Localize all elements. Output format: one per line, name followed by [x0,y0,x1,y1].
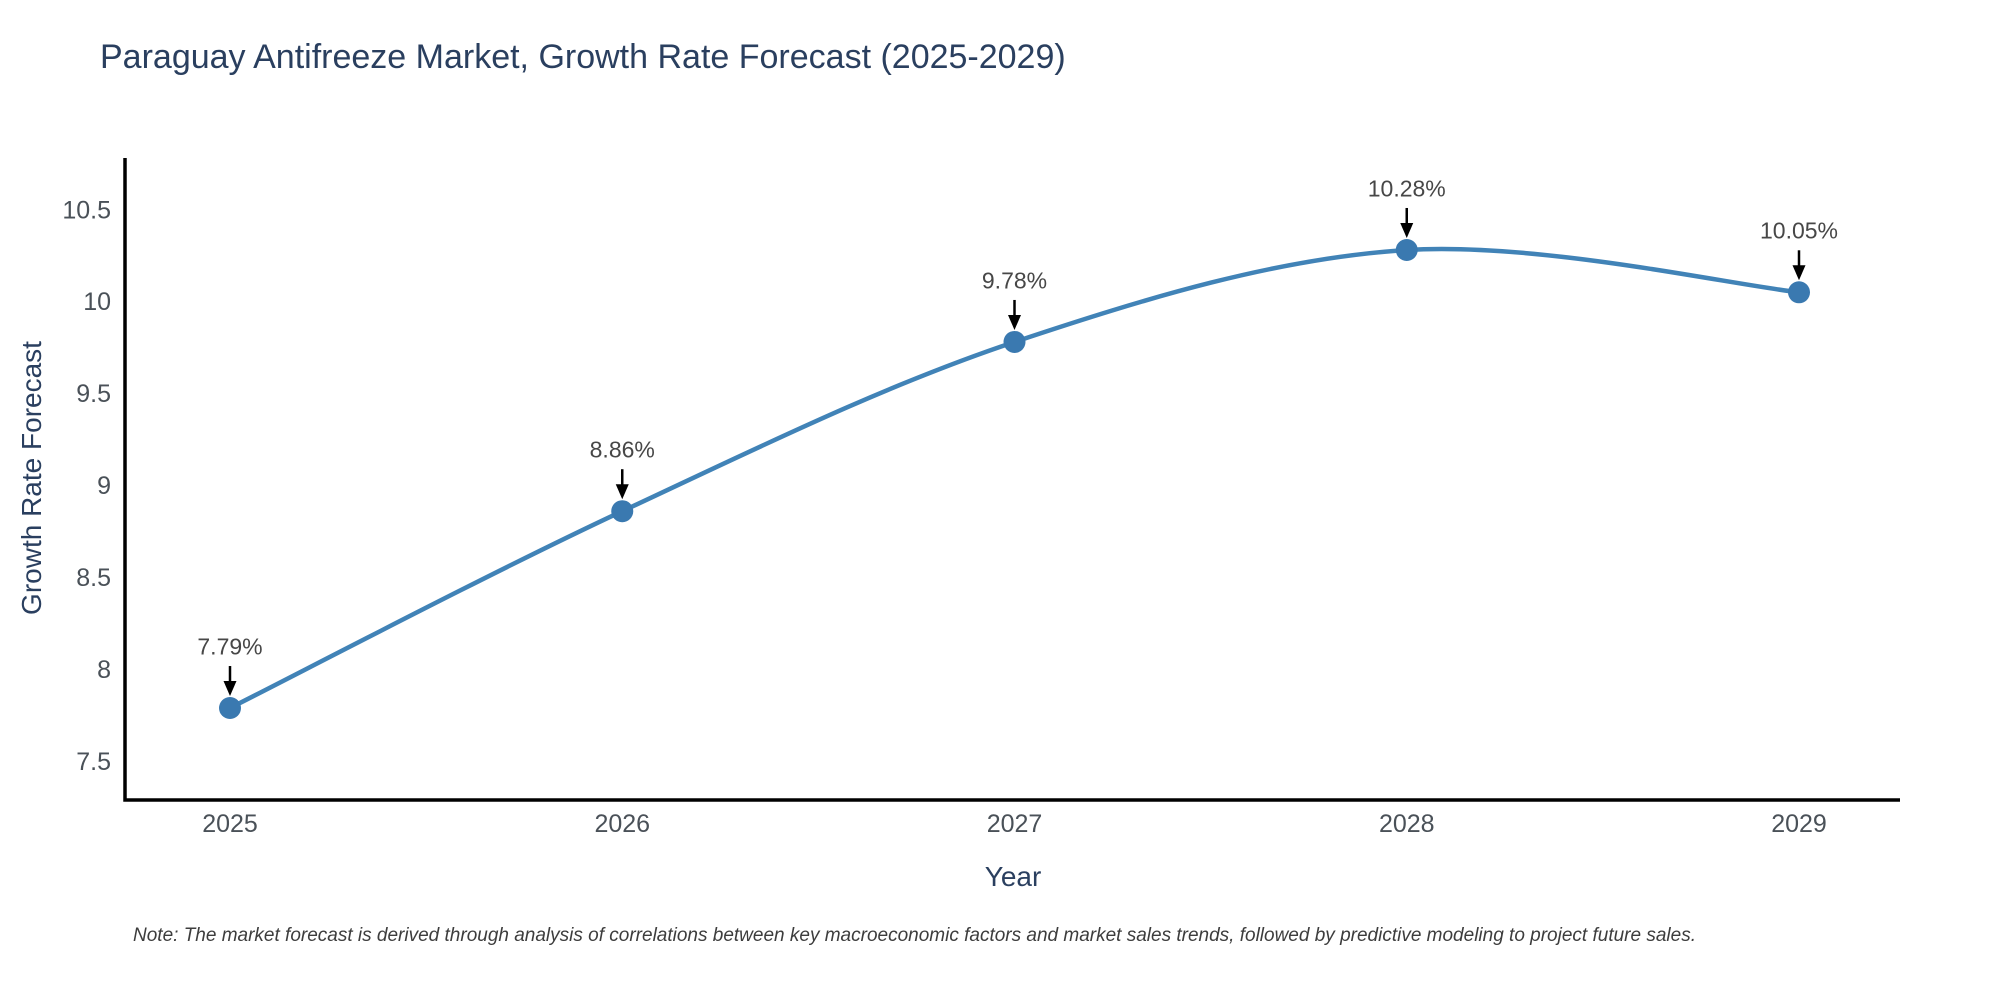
annotation-label: 7.79% [197,633,262,659]
data-point-marker[interactable] [1003,330,1026,353]
x-tick-label: 2025 [202,810,258,838]
y-tick-label: 10.5 [62,196,111,224]
data-point-marker[interactable] [1788,281,1810,304]
annotation-arrowhead [615,484,629,500]
annotation-arrowhead [223,681,237,697]
annotation-label: 8.86% [590,436,655,462]
y-tick-label: 8.5 [76,564,111,592]
y-tick-label: 10 [83,288,111,316]
x-tick-label: 2027 [987,810,1043,838]
y-tick-label: 9.5 [76,380,111,408]
x-tick-label: 2028 [1379,810,1435,838]
annotation-label: 10.28% [1368,175,1446,201]
annotation-arrowhead [1008,314,1021,330]
annotation-arrowhead [1792,265,1806,281]
data-point-marker[interactable] [611,500,634,523]
axis-lines [123,158,1900,802]
data-point-marker[interactable] [219,697,241,720]
data-point-marker[interactable] [1395,238,1418,261]
annotation-label: 10.05% [1760,218,1838,244]
annotation-arrowhead [1400,222,1414,238]
x-tick-label: 2029 [1771,810,1827,838]
x-tick-label: 2026 [594,810,650,838]
y-axis-title: Growth Rate Forecast [16,341,47,615]
y-tick-label: 7.5 [76,748,111,776]
annotation-label: 9.78% [982,267,1047,293]
y-tick-label: 8 [97,656,111,684]
y-tick-label: 9 [97,472,111,500]
x-axis-title: Year [984,861,1042,892]
chart-title: Paraguay Antifreeze Market, Growth Rate … [100,38,1066,76]
chart-footnote: Note: The market forecast is derived thr… [133,925,1696,946]
